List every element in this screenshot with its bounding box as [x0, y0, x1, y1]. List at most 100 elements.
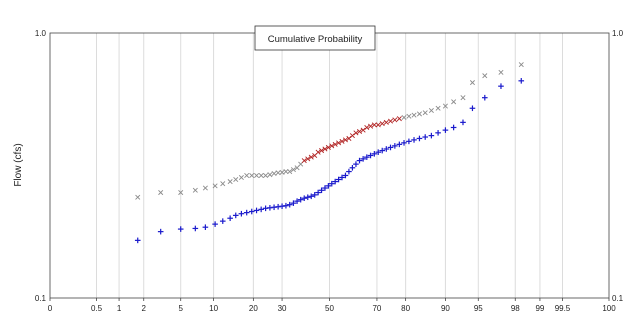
- data-point-plus-marker: [428, 132, 435, 139]
- data-point-plus-marker: [232, 212, 239, 219]
- data-point-x-marker: [339, 138, 345, 144]
- data-point-plus-marker: [308, 193, 315, 200]
- y-axis-label: Flow (cfs): [13, 143, 24, 186]
- data-point-plus-marker: [383, 146, 390, 152]
- x-tick-label: 0: [48, 304, 53, 313]
- data-point-x-marker: [283, 169, 289, 175]
- data-point-plus-marker: [212, 221, 218, 227]
- data-point-plus-marker: [177, 226, 184, 232]
- data-point-x-marker: [325, 144, 331, 150]
- data-point-plus-marker: [248, 208, 255, 215]
- data-point-x-marker: [451, 99, 457, 105]
- data-point-plus-marker: [253, 207, 260, 214]
- data-point-x-marker: [346, 135, 352, 141]
- x-tick-label: 70: [372, 304, 381, 313]
- grid: [96, 33, 563, 298]
- data-point-plus-marker: [406, 138, 412, 145]
- x-tick-label: 99: [535, 304, 544, 313]
- data-point-plus-marker: [134, 237, 141, 244]
- x-tick-label: 20: [249, 304, 258, 313]
- data-point-plus-marker: [294, 198, 300, 204]
- data-point-plus-marker: [387, 144, 394, 151]
- data-point-plus-marker: [318, 187, 325, 194]
- data-point-x-marker: [290, 167, 296, 173]
- data-point-x-marker: [279, 169, 285, 175]
- data-point-x-marker: [308, 154, 314, 160]
- data-point-plus-marker: [301, 195, 308, 202]
- data-point-x-marker: [349, 133, 355, 139]
- data-point-plus-marker: [442, 127, 449, 133]
- data-point-plus-marker: [243, 209, 250, 216]
- y-axis: 0.1 0.1 1.0 1.0: [35, 29, 624, 303]
- data-point-plus-marker: [192, 225, 199, 232]
- data-point-x-marker: [238, 174, 244, 180]
- data-point-x-marker: [482, 73, 488, 79]
- data-point-plus-marker: [481, 94, 488, 101]
- data-point-x-marker: [305, 156, 311, 162]
- data-point-plus-marker: [469, 105, 476, 112]
- x-tick-label: 2: [142, 304, 147, 313]
- data-point-plus-marker: [328, 180, 335, 187]
- x-axis: 0 0.5 1 2 5 10 20 30 50 70 80 90 95 98 99 99.5 100: [48, 298, 616, 313]
- data-point-plus-marker: [416, 135, 423, 142]
- data-point-plus-marker: [498, 83, 504, 89]
- data-point-plus-marker: [342, 172, 349, 179]
- data-point-x-marker: [287, 169, 293, 175]
- data-point-x-marker: [518, 62, 524, 68]
- x-tick-label: 10: [209, 304, 218, 313]
- data-point-x-marker: [360, 127, 366, 133]
- data-point-x-marker: [375, 122, 381, 128]
- data-point-x-marker: [322, 146, 328, 152]
- data-point-plus-marker: [367, 152, 374, 159]
- data-points: [134, 62, 525, 244]
- data-point-x-marker: [364, 124, 370, 131]
- data-point-plus-marker: [332, 178, 338, 185]
- data-point-x-marker: [416, 111, 422, 117]
- data-point-x-marker: [244, 172, 250, 178]
- data-point-plus-marker: [360, 156, 366, 162]
- data-point-plus-marker: [435, 130, 441, 136]
- chart-title: Cumulative Probability: [268, 34, 363, 45]
- data-point-x-marker: [371, 122, 377, 128]
- data-point-plus-marker: [460, 119, 466, 126]
- data-point-x-marker: [263, 172, 269, 178]
- x-tick-label: 0.5: [91, 304, 103, 313]
- data-point-x-marker: [406, 113, 412, 119]
- data-point-x-marker: [498, 69, 504, 75]
- data-point-x-marker: [356, 128, 363, 134]
- data-point-plus-marker: [364, 154, 370, 160]
- data-point-x-marker: [258, 172, 264, 178]
- x-tick-label: 1: [117, 304, 122, 313]
- data-point-plus-marker: [304, 194, 311, 201]
- data-point-x-marker: [212, 183, 218, 189]
- data-point-plus-marker: [349, 164, 356, 171]
- data-point-plus-marker: [375, 149, 382, 155]
- data-point-x-marker: [442, 103, 448, 109]
- data-point-x-marker: [392, 117, 398, 123]
- y-tick-label-left: 1.0: [35, 29, 47, 38]
- data-point-x-marker: [192, 187, 198, 193]
- data-point-x-marker: [353, 130, 359, 136]
- data-point-x-marker: [383, 119, 389, 125]
- data-point-plus-marker: [311, 192, 318, 198]
- x-tick-label: 100: [602, 304, 616, 313]
- data-point-x-marker: [254, 172, 260, 178]
- data-point-plus-marker: [379, 147, 386, 154]
- data-point-plus-marker: [339, 174, 345, 181]
- data-point-plus-marker: [286, 201, 293, 208]
- data-point-x-marker: [220, 181, 226, 187]
- data-point-x-marker: [301, 158, 307, 164]
- data-point-plus-marker: [396, 141, 403, 148]
- data-point-x-marker: [460, 95, 466, 101]
- data-point-plus-marker: [392, 143, 398, 149]
- data-point-plus-marker: [325, 183, 332, 189]
- data-point-plus-marker: [283, 202, 289, 209]
- data-point-x-marker: [249, 172, 255, 178]
- x-tick-label: 30: [278, 304, 287, 313]
- data-point-x-marker: [342, 137, 348, 143]
- data-point-x-marker: [422, 110, 428, 116]
- data-point-plus-marker: [401, 140, 407, 146]
- data-point-x-marker: [387, 118, 394, 124]
- data-point-plus-marker: [290, 200, 297, 206]
- data-point-plus-marker: [315, 189, 321, 196]
